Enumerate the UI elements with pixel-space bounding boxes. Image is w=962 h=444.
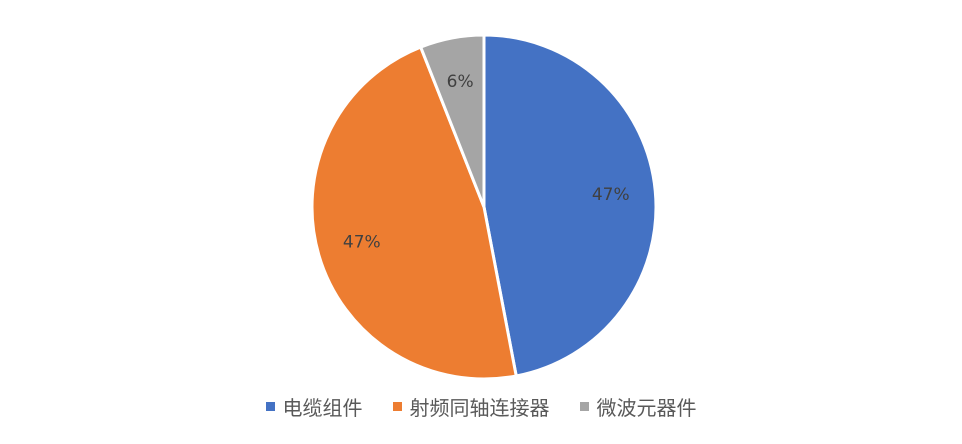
pie-slice [418,33,486,208]
legend-item: 微波元器件 [579,392,697,421]
legend-swatch [392,402,402,411]
chart: 47% 47% 6% [310,33,658,381]
legend-text: 电缆组件 [282,396,363,420]
legend-text: 微波元器件 [596,396,697,420]
data-label: 47% [592,185,630,205]
pie-slice [482,33,658,378]
legend-swatch [579,402,589,411]
pie-slice [310,45,518,381]
data-label: 47% [343,233,381,253]
legend: 电缆组件 射频同轴连接器 微波元器件 [0,392,962,421]
data-label: 6% [447,72,474,92]
legend-text: 射频同轴连接器 [409,396,550,420]
legend-item: 电缆组件 [265,392,363,421]
legend-swatch [265,402,275,411]
legend-item: 射频同轴连接器 [392,392,550,421]
